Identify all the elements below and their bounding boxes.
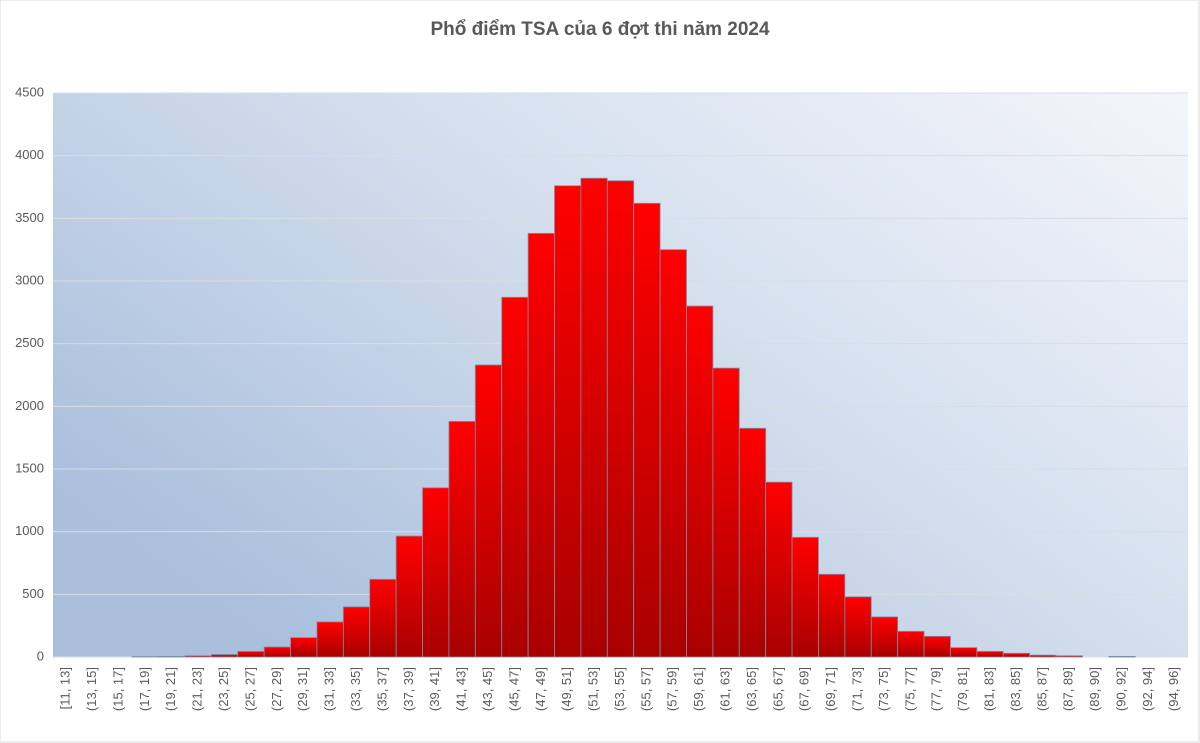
bar bbox=[1055, 655, 1083, 658]
x-tick-label: (87, 89] bbox=[1061, 667, 1076, 711]
x-tick-label: (31, 33] bbox=[322, 667, 337, 711]
bar bbox=[210, 654, 239, 658]
x-tick-label: (69, 71] bbox=[823, 667, 838, 711]
bar bbox=[659, 249, 687, 658]
x-tick-label: (39, 41] bbox=[427, 667, 442, 711]
bar bbox=[950, 647, 978, 658]
x-tick-label: (77, 79] bbox=[929, 667, 944, 711]
bar bbox=[290, 637, 318, 658]
x-tick-label: (21, 23] bbox=[190, 667, 205, 711]
bar bbox=[712, 367, 740, 658]
x-tick-label: (61, 63] bbox=[718, 667, 733, 711]
bar bbox=[554, 185, 582, 658]
x-tick-label: (43, 45] bbox=[480, 667, 495, 711]
x-tick-label: (89, 90] bbox=[1087, 667, 1102, 711]
y-tick-label: 3000 bbox=[15, 272, 44, 287]
bar bbox=[184, 655, 212, 658]
x-tick-label: (65, 67] bbox=[770, 667, 785, 711]
y-tick-label: 4500 bbox=[15, 84, 44, 99]
x-tick-label: (79, 81] bbox=[955, 667, 970, 711]
x-tick-label: (85, 87] bbox=[1034, 667, 1049, 711]
x-tick-label: (33, 35] bbox=[348, 667, 363, 711]
x-tick-label: (83, 85] bbox=[1008, 667, 1023, 711]
bar bbox=[870, 616, 899, 658]
x-tick-label: (41, 43] bbox=[454, 667, 469, 711]
x-tick-label: (17, 19] bbox=[137, 667, 152, 711]
x-tick-label: (29, 31] bbox=[295, 667, 310, 711]
bar bbox=[527, 232, 555, 658]
x-tick-label: (45, 47] bbox=[506, 667, 521, 711]
x-tick-label: [11, 13] bbox=[58, 667, 73, 709]
x-tick-label: (55, 57] bbox=[638, 667, 653, 711]
x-tick-label: (57, 59] bbox=[665, 667, 680, 711]
x-tick-label: (92, 94] bbox=[1140, 667, 1155, 711]
bar bbox=[738, 427, 767, 658]
y-tick-label: 1500 bbox=[15, 460, 44, 475]
bar bbox=[448, 420, 476, 658]
bar bbox=[1002, 652, 1031, 658]
bar bbox=[158, 655, 186, 658]
bar bbox=[818, 573, 846, 658]
y-tick-label: 2000 bbox=[15, 398, 44, 413]
bar bbox=[633, 202, 661, 658]
bar bbox=[263, 646, 291, 658]
bar bbox=[580, 177, 608, 658]
x-tick-label: (15, 17] bbox=[110, 667, 125, 711]
y-tick-label: 0 bbox=[37, 648, 44, 663]
bar bbox=[369, 578, 397, 658]
bar bbox=[606, 180, 635, 658]
x-tick-label: (94, 96] bbox=[1166, 667, 1181, 711]
x-tick-label: (67, 69] bbox=[797, 667, 812, 711]
x-tick-label: (75, 77] bbox=[902, 667, 917, 711]
bar bbox=[897, 630, 925, 658]
chart-title: Phổ điểm TSA của 6 đợt thi năm 2024 bbox=[430, 19, 769, 40]
x-tick-label: (13, 15] bbox=[84, 667, 99, 711]
bar bbox=[474, 364, 503, 658]
x-tick-label: (37, 39] bbox=[401, 667, 416, 711]
bar bbox=[976, 650, 1004, 658]
bar bbox=[765, 481, 793, 658]
x-tick-label: (63, 65] bbox=[744, 667, 759, 711]
bar bbox=[791, 536, 819, 658]
x-tick-label: (35, 37] bbox=[374, 667, 389, 711]
x-tick-label: (53, 55] bbox=[612, 667, 627, 711]
y-tick-label: 1000 bbox=[15, 523, 44, 538]
x-tick-label: (25, 27] bbox=[242, 667, 257, 711]
y-tick-label: 4000 bbox=[15, 147, 44, 162]
x-tick-label: (27, 29] bbox=[269, 667, 284, 711]
bar bbox=[316, 621, 344, 658]
bar bbox=[686, 305, 714, 658]
bar bbox=[923, 635, 951, 658]
bar bbox=[395, 535, 423, 658]
bar bbox=[501, 296, 529, 658]
x-tick-label: (71, 73] bbox=[849, 667, 864, 711]
y-tick-label: 3500 bbox=[15, 210, 44, 225]
x-tick-label: (47, 49] bbox=[533, 667, 548, 711]
bar bbox=[844, 596, 872, 658]
x-tick-label: (59, 61] bbox=[691, 667, 706, 711]
bar bbox=[1029, 654, 1057, 658]
bar bbox=[1108, 655, 1136, 658]
x-tick-label: (81, 83] bbox=[981, 667, 996, 711]
y-tick-label: 2500 bbox=[15, 335, 44, 350]
bar bbox=[342, 606, 371, 658]
x-tick-label: (23, 25] bbox=[216, 667, 231, 711]
x-tick-label: (90, 92] bbox=[1113, 667, 1128, 711]
x-tick-label: (73, 75] bbox=[876, 667, 891, 711]
bar bbox=[237, 650, 265, 658]
x-tick-label: (19, 21] bbox=[163, 667, 178, 711]
x-tick-label: (51, 53] bbox=[586, 667, 601, 711]
x-tick-label: (49, 51] bbox=[559, 667, 574, 711]
y-tick-label: 500 bbox=[22, 586, 44, 601]
bar bbox=[422, 487, 450, 658]
